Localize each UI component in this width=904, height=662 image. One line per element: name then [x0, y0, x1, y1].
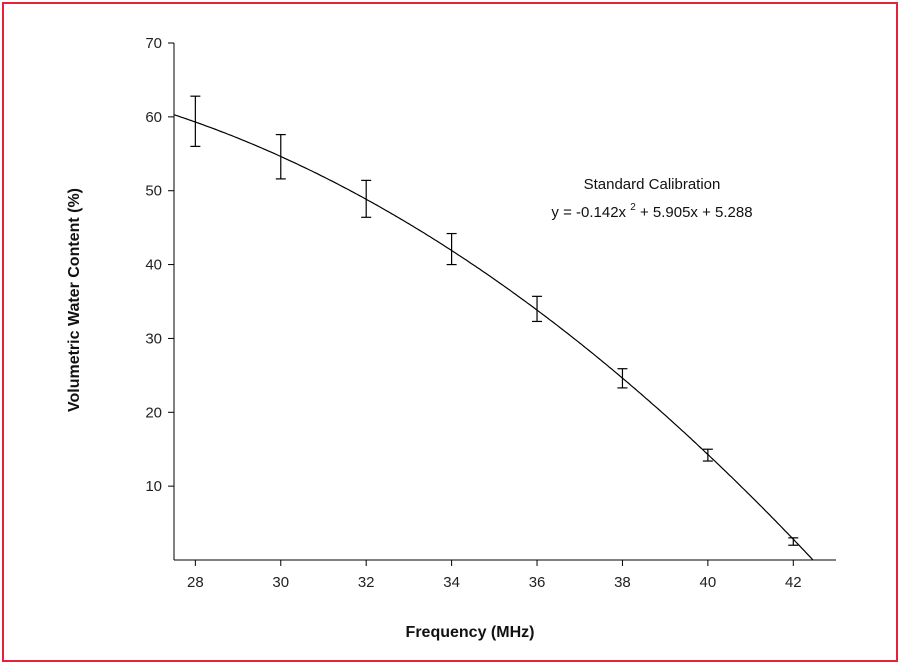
x-tick-label: 30	[272, 574, 289, 591]
error-bar	[788, 537, 799, 546]
points-layer	[190, 95, 799, 546]
axes	[173, 43, 836, 561]
y-tick-label: 60	[145, 109, 162, 126]
ticks: 10 20 30 40 50 60 70 28 30 32 34 36 38 40 42	[145, 35, 801, 591]
error-bar	[446, 232, 457, 266]
equation-suffix: + 5.905x + 5.288	[640, 204, 753, 221]
annotation-equation: y = -0.142x 2 + 5.905x + 5.288	[551, 197, 752, 221]
annotation-title: Standard Calibration	[584, 176, 721, 193]
error-bar	[702, 448, 713, 462]
y-tick-label: 30	[145, 330, 162, 347]
x-tick-label: 42	[785, 574, 802, 591]
y-tick-label: 50	[145, 183, 162, 200]
x-tick-label: 28	[187, 574, 204, 591]
error-bar	[190, 95, 201, 147]
error-bar	[361, 179, 372, 218]
x-axis-title: Frequency (MHz)	[406, 624, 535, 641]
x-tick-label: 32	[358, 574, 375, 591]
equation-prefix: y = -0.142x	[551, 204, 626, 221]
y-tick-label: 40	[145, 257, 162, 274]
y-tick-label: 10	[145, 478, 162, 495]
x-tick-label: 36	[529, 574, 546, 591]
equation-exponent: 2	[630, 202, 636, 213]
x-tick-label: 34	[443, 574, 460, 591]
y-tick-label: 20	[145, 404, 162, 421]
x-tick-label: 38	[614, 574, 631, 591]
x-tick-label: 40	[700, 574, 717, 591]
error-bar	[275, 133, 286, 180]
y-tick-label: 70	[145, 35, 162, 52]
error-bar	[532, 295, 543, 323]
error-bar	[617, 368, 628, 389]
y-axis-title: Volumetric Water Content (%)	[66, 188, 83, 412]
